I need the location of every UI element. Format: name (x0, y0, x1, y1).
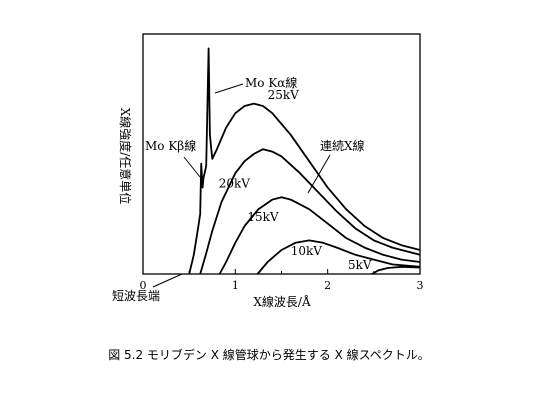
series-label-15kV: 15kV (247, 210, 279, 224)
spectrum-line-15kV (218, 196, 421, 275)
swl-pointer (152, 273, 183, 288)
spectrum-curves (188, 47, 421, 275)
figure-caption: 図 5.2 モリブデン X 線管球から発生する X 線スペクトル。 (108, 348, 430, 362)
continuum-pointer (307, 154, 331, 194)
series-label-25kV: 25kV (268, 88, 300, 102)
x-ticks: 0 1 2 3 (140, 269, 424, 292)
continuum-label: 連続X線 (320, 138, 365, 153)
plot-frame (142, 33, 421, 275)
x-tick-label: 2 (324, 279, 331, 292)
mo-k-alpha-pointer (214, 83, 244, 94)
x-tick-label: 1 (232, 279, 239, 292)
y-axis-label: X線強度/任意単位 (118, 108, 133, 205)
spectrum-line-5kV (371, 265, 421, 275)
x-tick-label: 0 (140, 279, 147, 292)
series-label-20kV: 20kV (219, 177, 251, 191)
series-label-5kV: 5kV (348, 258, 372, 272)
mo-k-alpha-label: Mo Kα線 (245, 75, 297, 90)
swl-label: 短波長端 (112, 289, 160, 303)
series-labels: 25kV 20kV 15kV 10kV 5kV (219, 88, 372, 272)
x-tick-label: 3 (417, 279, 424, 292)
x-axis-label: X線波長/Å (253, 294, 311, 309)
mo-k-beta-pointer (183, 156, 201, 178)
spectrum-line-20kV (199, 148, 421, 275)
spectrum-line-25kV (188, 47, 421, 275)
spectrum-chart: 0 1 2 3 25kV 20kV 15kV 10kV 5kV X線強度/任意単位 X線波長/… (112, 33, 424, 309)
spectrum-line-10kV (256, 239, 421, 275)
mo-k-beta-label: Mo Kβ線 (145, 138, 196, 153)
series-label-10kV: 10kV (291, 244, 323, 258)
